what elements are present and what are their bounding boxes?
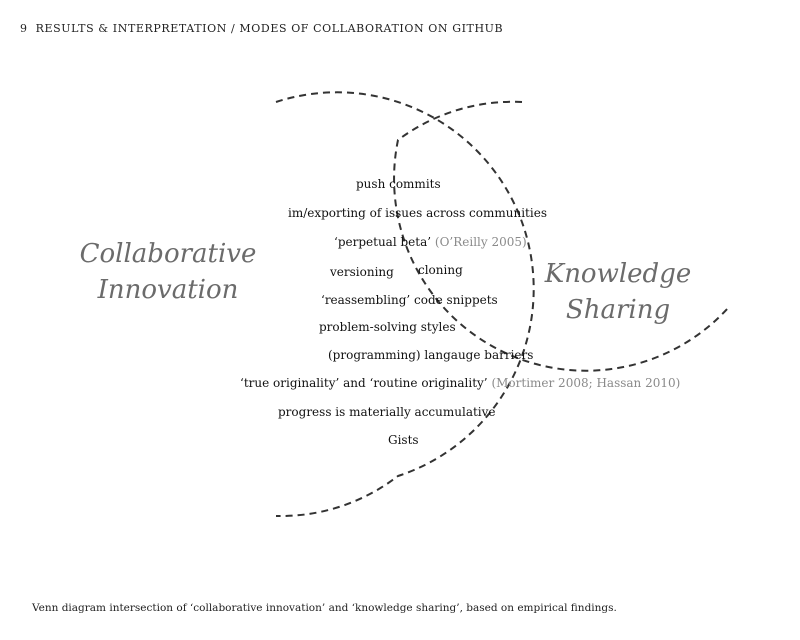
citation: (O’Reilly 2005): [434, 235, 527, 249]
intersection-item: Gists: [388, 433, 419, 447]
page-header: 9 RESULTS & INTERPRETATION / MODES OF COL…: [20, 22, 503, 35]
intersection-item: im/exporting of issues across communitie…: [288, 206, 547, 220]
citation: (Mortimer 2008; Hassan 2010): [491, 376, 681, 390]
section-number: 9: [20, 22, 28, 35]
intersection-item: (programming) langauge barriers: [328, 348, 534, 362]
section-title: RESULTS & INTERPRETATION / MODES OF COLL…: [35, 22, 504, 35]
right-label-line: Knowledge: [544, 259, 692, 289]
left-label-line: Innovation: [97, 275, 239, 305]
figure-caption: Venn diagram intersection of ‘collaborat…: [32, 602, 617, 614]
intersection-item: ‘perpetual beta’ (O’Reilly 2005): [334, 235, 527, 249]
intersection-item: ‘reassembling’ code snippets: [321, 293, 498, 307]
left-label-line: Collaborative: [79, 239, 257, 269]
knowledge-sharing-label: Knowledge Sharing: [528, 256, 708, 328]
intersection-item: problem-solving styles: [319, 320, 456, 334]
intersection-item: progress is materially accumulative: [278, 405, 496, 419]
intersection-item: ‘true originality’ and ‘routine original…: [240, 376, 681, 390]
left-circle-arc: [275, 91, 535, 518]
intersection-item: versioning: [330, 265, 394, 279]
collaborative-innovation-label: Collaborative Innovation: [68, 236, 268, 308]
right-label-line: Sharing: [565, 295, 671, 325]
intersection-item: cloning: [418, 263, 463, 277]
right-circle-arc: [393, 100, 729, 372]
intersection-item: push commits: [356, 177, 441, 191]
